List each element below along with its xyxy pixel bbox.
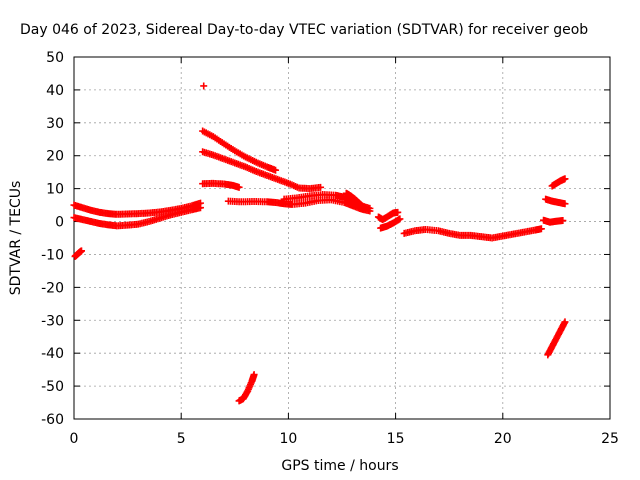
data-point <box>250 371 258 379</box>
data-point <box>561 200 569 208</box>
grid-lines <box>74 57 610 419</box>
series-arc-27 <box>199 127 280 174</box>
y-tick-label: -50 <box>41 379 64 395</box>
y-tick-label: 10 <box>46 182 64 198</box>
y-tick-label: -10 <box>41 247 64 263</box>
series-steep-low <box>235 371 258 405</box>
x-axis-label: GPS time / hours <box>281 458 398 474</box>
x-tick-label: 20 <box>494 431 512 447</box>
y-tick-label: -40 <box>41 346 64 362</box>
y-tick-label: 0 <box>55 215 64 231</box>
x-tick-label: 25 <box>601 431 619 447</box>
series-lower-baseline <box>70 204 204 230</box>
data-point <box>317 183 325 191</box>
x-tick-label: 10 <box>279 431 297 447</box>
x-tick-label: 5 <box>177 431 186 447</box>
data-point <box>561 318 569 326</box>
series-segment-15 <box>374 208 402 224</box>
y-tick-label: 50 <box>46 50 64 66</box>
data-point <box>559 217 567 225</box>
y-tick-label: 30 <box>46 116 64 132</box>
series-early-drop <box>71 247 86 260</box>
data-point <box>272 166 280 174</box>
y-tick-label: 20 <box>46 149 64 165</box>
y-tick-label: -30 <box>41 313 64 329</box>
data-point <box>396 215 404 223</box>
y-tick-label: -60 <box>41 412 64 428</box>
series-late-mid <box>542 195 569 208</box>
y-axis-label: SDTVAR / TECUs <box>8 181 24 296</box>
axis-ticks: 0 5 10 15 20 25 -60 -50 -40 -30 -20 -10 0 10 20 30 40 50 <box>41 50 619 447</box>
y-tick-label: 40 <box>46 83 64 99</box>
data-point <box>366 204 374 212</box>
series-late-high <box>548 175 569 190</box>
series-arc-21 <box>199 148 325 193</box>
data-point <box>235 183 243 191</box>
chart-title: Day 046 of 2023, Sidereal Day-to-day VTE… <box>20 22 588 38</box>
data-point <box>537 225 545 233</box>
series-steep-late <box>544 318 569 359</box>
series-outlier <box>200 82 208 90</box>
x-tick-label: 0 <box>70 431 79 447</box>
series-segment-8 <box>280 191 374 212</box>
data-point <box>196 204 204 212</box>
data-point <box>200 82 208 90</box>
data-points <box>70 82 569 405</box>
series-spike-13 <box>342 189 367 211</box>
series-late-low <box>540 216 567 226</box>
y-tick-label: -20 <box>41 280 64 296</box>
data-point <box>78 247 86 255</box>
plot-frame <box>73 56 611 420</box>
series-segment-15b <box>377 215 404 232</box>
data-point <box>561 175 569 183</box>
series-long-negative <box>400 225 545 242</box>
series-arc-12 <box>199 179 243 191</box>
data-point <box>394 208 402 216</box>
x-tick-label: 15 <box>387 431 405 447</box>
data-point <box>359 203 367 211</box>
